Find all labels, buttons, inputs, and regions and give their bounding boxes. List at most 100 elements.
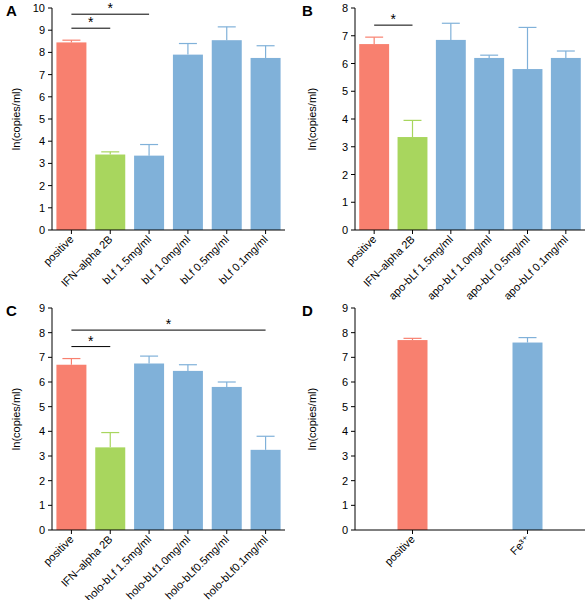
y-tick <box>351 202 355 203</box>
error-stem <box>527 27 528 69</box>
error-cap <box>101 151 119 152</box>
error-cap <box>257 436 275 437</box>
bar <box>56 42 86 230</box>
error-stem <box>374 37 375 44</box>
error-stem <box>71 359 72 365</box>
bar <box>134 364 164 531</box>
figure: Aln(copies/ml)012345678910positiveIFN–al… <box>0 0 587 600</box>
y-tick <box>48 530 52 531</box>
error-stem <box>265 46 266 58</box>
y-tick-label: 5 <box>342 85 348 97</box>
bar <box>436 40 466 230</box>
bar <box>251 58 281 230</box>
y-tick <box>48 52 52 53</box>
y-tick-label: 7 <box>342 30 348 42</box>
error-bar <box>557 51 575 58</box>
x-tick <box>489 230 490 234</box>
x-tick-label: holo-bLf0.1mg/ml <box>201 533 270 600</box>
x-axis-line <box>355 530 585 531</box>
error-cap <box>62 40 80 41</box>
y-tick <box>48 308 52 309</box>
panel: Bln(copies/ml)012345678positiveIFN–alpha… <box>302 2 585 302</box>
x-tick-label: positive <box>344 233 379 268</box>
x-tick-label: apo-bLf 1.0mg/ml <box>425 233 494 302</box>
error-bar <box>442 23 460 40</box>
y-tick-label: 0 <box>39 524 45 536</box>
x-tick-label: Fe³⁺ <box>508 533 532 557</box>
error-cap <box>140 356 158 357</box>
error-stem <box>148 145 149 156</box>
panel-letter: D <box>302 302 313 319</box>
significance-label: * <box>88 333 94 349</box>
significance-label: * <box>391 11 397 27</box>
y-tick <box>48 207 52 208</box>
y-tick-label: 6 <box>342 58 348 70</box>
x-tick <box>71 230 72 234</box>
error-bar <box>218 27 236 40</box>
bar <box>95 155 125 230</box>
x-tick <box>149 530 150 534</box>
x-tick <box>412 230 413 234</box>
bar <box>398 137 428 230</box>
error-cap <box>519 337 537 338</box>
x-axis-line <box>52 230 285 231</box>
y-tick <box>48 230 52 231</box>
error-bar <box>62 359 80 365</box>
y-tick <box>351 230 355 231</box>
x-tick <box>374 230 375 234</box>
marks <box>56 27 280 230</box>
y-axis-line <box>355 308 356 530</box>
error-bar <box>519 27 537 69</box>
y-tick-label: 6 <box>342 376 348 388</box>
x-tick <box>265 530 266 534</box>
panel: Cln(copies/ml)0123456789positiveIFN–alph… <box>6 302 285 600</box>
error-cap <box>442 23 460 24</box>
y-tick <box>351 119 355 120</box>
error-stem <box>226 27 227 40</box>
y-axis-label: ln(copies/ml) <box>10 388 22 450</box>
error-bar <box>257 46 275 58</box>
x-tick <box>565 230 566 234</box>
x-tick <box>187 230 188 234</box>
y-tick-label: 3 <box>39 157 45 169</box>
y-tick-label: 1 <box>39 202 45 214</box>
y-tick <box>48 8 52 9</box>
y-tick-label: 2 <box>342 475 348 487</box>
y-tick-label: 9 <box>39 24 45 36</box>
error-stem <box>187 365 188 371</box>
y-tick-label: 5 <box>39 401 45 413</box>
y-tick <box>351 406 355 407</box>
y-tick-label: 1 <box>39 499 45 511</box>
y-tick-label: 8 <box>342 2 348 14</box>
marks <box>359 23 581 230</box>
y-tick-label: 9 <box>39 302 45 314</box>
error-cap <box>218 381 236 382</box>
x-tick <box>149 230 150 234</box>
error-stem <box>226 382 227 387</box>
x-axis-line <box>355 230 585 231</box>
y-tick <box>48 382 52 383</box>
y-tick <box>48 30 52 31</box>
y-tick <box>351 174 355 175</box>
error-cap <box>519 27 537 28</box>
panel-letter: B <box>302 2 313 19</box>
y-axis-line <box>52 308 53 530</box>
y-tick-label: 4 <box>39 425 45 437</box>
y-tick <box>48 456 52 457</box>
y-tick-label: 2 <box>39 475 45 487</box>
y-tick-label: 4 <box>39 135 45 147</box>
panel-letter: A <box>6 2 17 19</box>
y-tick <box>351 456 355 457</box>
y-tick-label: 4 <box>342 113 348 125</box>
error-stem <box>148 356 149 363</box>
y-tick-label: 6 <box>39 91 45 103</box>
y-tick-label: 0 <box>342 224 348 236</box>
bar <box>173 55 203 230</box>
bar <box>134 156 164 230</box>
y-tick-label: 5 <box>342 401 348 413</box>
error-bar <box>62 40 80 42</box>
x-tick-label: apo-bLf 0.5mg/ml <box>463 233 532 302</box>
y-tick <box>351 91 355 92</box>
significance-label: * <box>88 14 94 30</box>
bar <box>551 58 581 230</box>
